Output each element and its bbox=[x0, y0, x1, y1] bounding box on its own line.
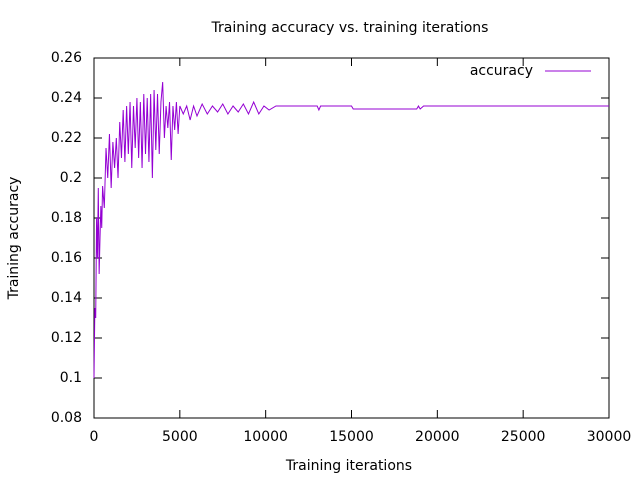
x-tick-label: 25000 bbox=[501, 429, 546, 445]
y-tick-label: 0.1 bbox=[60, 370, 82, 386]
x-tick-label: 10000 bbox=[243, 429, 288, 445]
x-tick-label: 5000 bbox=[162, 429, 198, 445]
legend-label: accuracy bbox=[470, 63, 533, 79]
x-axis-label: Training iterations bbox=[285, 458, 412, 474]
x-tick-label: 0 bbox=[90, 429, 99, 445]
y-tick-label: 0.08 bbox=[51, 410, 82, 426]
y-tick-label: 0.14 bbox=[51, 290, 82, 306]
y-tick-label: 0.22 bbox=[51, 130, 82, 146]
chart-title: Training accuracy vs. training iteration… bbox=[211, 20, 489, 36]
y-tick-label: 0.16 bbox=[51, 250, 82, 266]
plot-frame bbox=[93, 57, 610, 419]
data-line bbox=[93, 81, 609, 379]
x-tick-label: 30000 bbox=[587, 429, 632, 445]
x-tick-label: 15000 bbox=[329, 429, 374, 445]
y-tick-label: 0.24 bbox=[51, 90, 82, 106]
y-tick-label: 0.2 bbox=[60, 170, 82, 186]
y-tick-label: 0.12 bbox=[51, 330, 82, 346]
y-axis-label: Training accuracy bbox=[6, 177, 22, 301]
y-tick-label: 0.26 bbox=[51, 50, 82, 66]
x-tick-label: 20000 bbox=[415, 429, 460, 445]
y-tick-label: 0.18 bbox=[51, 210, 82, 226]
